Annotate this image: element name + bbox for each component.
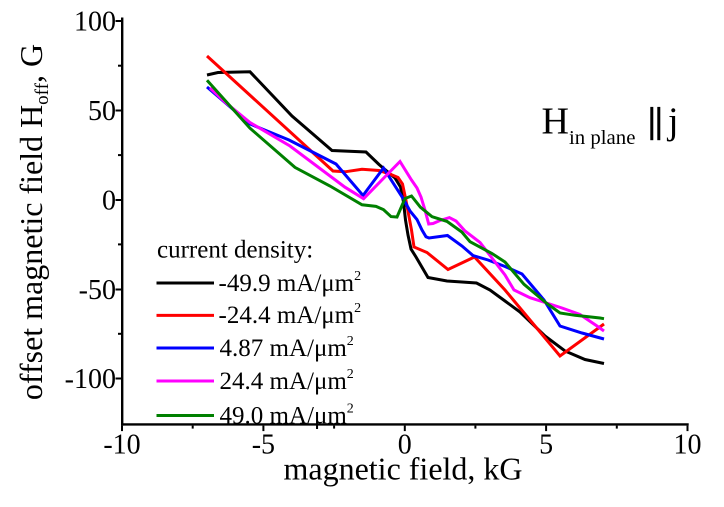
svg-text:100: 100 bbox=[74, 6, 116, 37]
svg-text:5: 5 bbox=[539, 430, 553, 461]
svg-text:24.4 mA/μm2: 24.4 mA/μm2 bbox=[220, 367, 354, 395]
svg-text:-50: -50 bbox=[79, 275, 116, 306]
svg-text:-24.4 mA/μm2: -24.4 mA/μm2 bbox=[219, 301, 362, 329]
svg-text:-10: -10 bbox=[103, 430, 140, 461]
svg-text:current density:: current density: bbox=[157, 237, 313, 264]
svg-text:-5: -5 bbox=[252, 430, 275, 461]
svg-text:-49.9 mA/μm2: -49.9 mA/μm2 bbox=[219, 269, 362, 297]
svg-text:0: 0 bbox=[398, 430, 412, 461]
svg-text:offset magnetic field Hoff, G: offset magnetic field Hoff, G bbox=[13, 44, 53, 400]
svg-text:0: 0 bbox=[102, 185, 116, 216]
svg-text:-100: -100 bbox=[65, 364, 116, 395]
svg-text:4.87 mA/μm2: 4.87 mA/μm2 bbox=[220, 334, 354, 362]
svg-text:49.0 mA/μm2: 49.0 mA/μm2 bbox=[220, 401, 354, 429]
svg-text:magnetic field, kG: magnetic field, kG bbox=[283, 451, 522, 487]
svg-text:50: 50 bbox=[88, 96, 116, 127]
svg-text:Hin plane: Hin plane bbox=[542, 101, 636, 150]
svg-text:10: 10 bbox=[674, 430, 702, 461]
svg-text:j: j bbox=[666, 101, 679, 143]
